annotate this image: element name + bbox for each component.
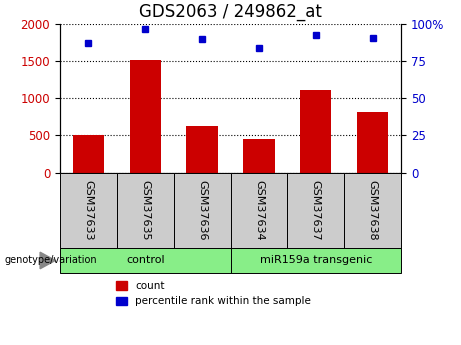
Text: genotype/variation: genotype/variation <box>5 256 97 265</box>
Bar <box>230 248 401 273</box>
Bar <box>243 139 275 172</box>
Bar <box>287 172 344 248</box>
Polygon shape <box>40 252 55 269</box>
Bar <box>60 248 230 273</box>
Bar <box>130 60 161 172</box>
Bar <box>73 135 104 172</box>
Text: miR159a transgenic: miR159a transgenic <box>260 256 372 265</box>
Text: GSM37634: GSM37634 <box>254 180 264 241</box>
Text: GSM37638: GSM37638 <box>367 180 378 241</box>
Text: GSM37633: GSM37633 <box>83 180 94 241</box>
Legend: count, percentile rank within the sample: count, percentile rank within the sample <box>116 281 311 306</box>
Bar <box>117 172 174 248</box>
Text: control: control <box>126 256 165 265</box>
Bar <box>60 172 117 248</box>
Bar <box>186 126 218 172</box>
Bar <box>300 90 331 172</box>
Bar <box>344 172 401 248</box>
Title: GDS2063 / 249862_at: GDS2063 / 249862_at <box>139 3 322 21</box>
Bar <box>357 112 388 172</box>
Text: GSM37636: GSM37636 <box>197 180 207 241</box>
Text: GSM37637: GSM37637 <box>311 180 321 241</box>
Bar <box>174 172 230 248</box>
Bar <box>230 172 287 248</box>
Text: GSM37635: GSM37635 <box>140 180 150 241</box>
